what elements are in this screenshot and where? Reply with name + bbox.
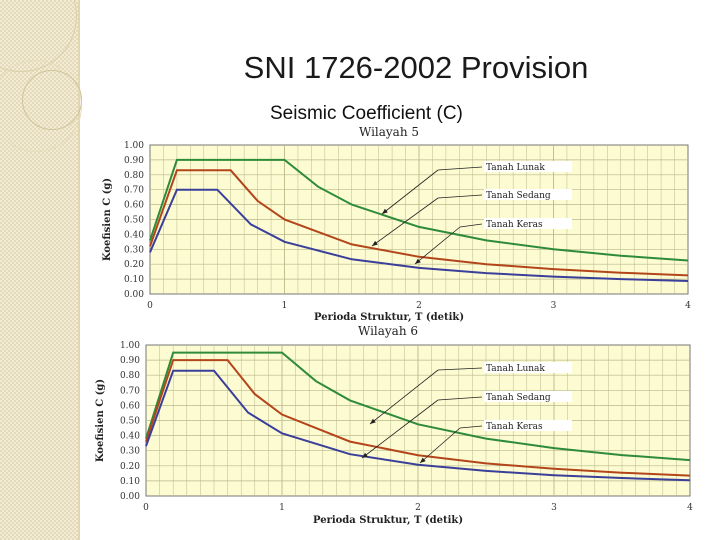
y-tick-label: 0.40 [124,230,144,240]
annotation-label: Tanah Lunak [486,163,545,173]
annotation-leader [437,367,483,371]
series-line-tanah-keras [149,188,689,282]
x-tick-label: 4 [687,503,693,513]
annotation-arrow [369,369,439,425]
annotation-bg [484,189,572,200]
y-tick-label: 0.90 [124,156,144,166]
annotation-arrowhead [420,457,426,463]
y-tick-label: 0.30 [124,245,144,255]
annotation-arrowhead [382,208,388,214]
y-tick-label: 0.80 [120,371,140,381]
y-axis-label: Koefisien C (g) [102,178,113,261]
decorative-circle [22,70,82,130]
x-tick-label: 4 [685,301,691,311]
annotation-bg [484,218,572,229]
y-axis-label: Koefisien C (g) [95,379,106,462]
series-line-tanah-sedang [145,359,691,477]
slide-subtitle: Seismic Coefficient (C) [270,103,463,124]
y-tick-label: 0.20 [120,462,140,472]
chart-title: Wilayah 5 [359,125,419,139]
x-axis-label: Perioda Struktur, T (detik) [314,312,464,323]
annotation-bg [484,362,572,373]
chart-1: 0.00 0.10 0.20 0.30 0.40 0.50 0.60 0.70 0.80 0.90… [102,125,691,323]
x-tick-label: 0 [143,503,149,513]
x-tick-label: 0 [147,301,153,311]
annotation-arrowhead [370,418,376,424]
annotation-label: Tanah Keras [486,220,543,230]
y-tick-label: 0.20 [124,260,144,270]
annotation-arrow [414,226,461,265]
y-tick-label: 0.00 [124,290,144,300]
slide-title: SNI 1726-2002 Provision [243,50,589,85]
y-tick-label: 0.80 [124,171,144,181]
annotation-leader [437,194,483,199]
x-tick-label: 1 [279,503,285,513]
decorative-circle [0,60,82,152]
x-axis-label: Perioda Struktur, T (detik) [313,515,463,526]
annotation-leader [459,223,483,228]
annotation-label: Tanah Lunak [486,364,545,374]
series-line-tanah-lunak [149,158,689,262]
y-tick-label: 0.30 [120,447,140,457]
annotation-bg [484,161,572,172]
annotation-bg [484,420,572,431]
y-tick-label: 1.00 [124,141,144,151]
chart-title: Wilayah 6 [358,324,418,338]
y-tick-label: 0.60 [124,201,144,211]
y-tick-label: 0.10 [124,275,144,285]
chart-2: 0.00 0.10 0.20 0.30 0.40 0.50 0.60 0.70 0.80 0.90… [95,324,693,526]
annotation-arrowhead [415,258,421,264]
annotation-label: Tanah Sedang [486,191,551,201]
y-tick-label: 0.60 [120,401,140,411]
annotation-leader [437,396,483,401]
annotation-arrow [361,399,439,459]
annotation-bg [484,391,572,402]
x-tick-label: 1 [282,301,288,311]
y-tick-label: 0.00 [120,492,140,502]
y-tick-label: 1.00 [120,341,140,351]
y-tick-label: 0.70 [120,386,140,396]
annotation-arrow [381,169,439,215]
y-tick-label: 0.40 [120,432,140,442]
y-tick-label: 0.10 [120,477,140,487]
series-line-tanah-keras [145,369,691,482]
annotation-label: Tanah Sedang [486,393,551,403]
side-divider [78,0,80,540]
x-tick-label: 3 [551,503,557,513]
annotation-arrow [419,427,461,464]
x-tick-label: 3 [551,301,557,311]
y-tick-label: 0.90 [120,356,140,366]
annotation-leader [437,166,483,171]
y-tick-label: 0.50 [120,417,140,427]
y-tick-label: 0.50 [124,216,144,226]
annotation-arrowhead [372,240,378,246]
annotation-arrowhead [362,452,368,458]
y-tick-label: 0.70 [124,186,144,196]
x-tick-label: 2 [415,503,421,513]
series-line-tanah-sedang [149,169,689,277]
annotation-label: Tanah Keras [486,422,543,432]
x-tick-label: 2 [416,301,422,311]
annotation-leader [459,425,483,429]
series-line-tanah-lunak [145,351,691,462]
annotation-arrow [371,197,439,247]
